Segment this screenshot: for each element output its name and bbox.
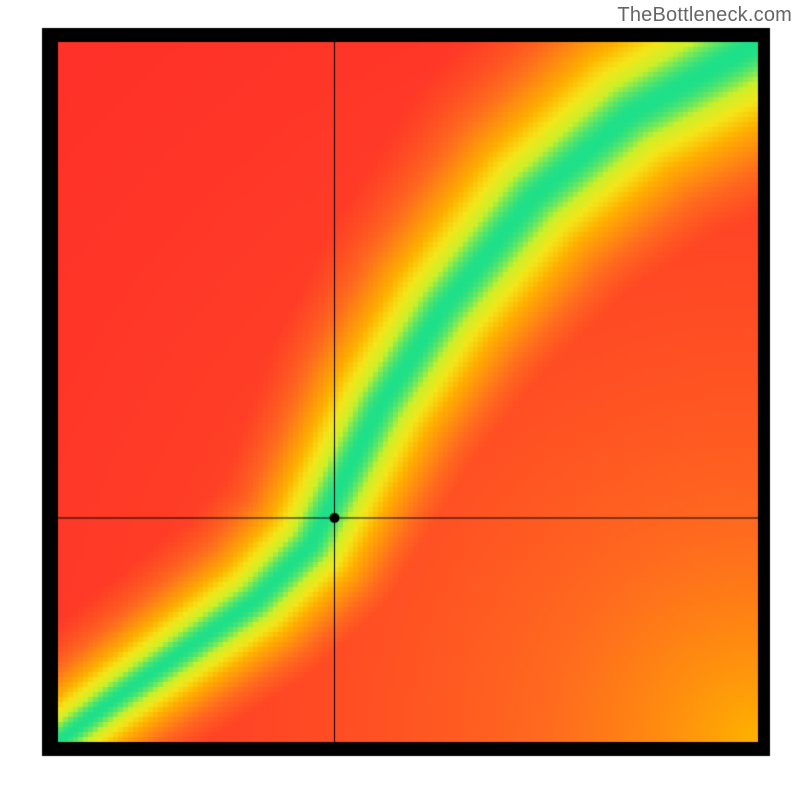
chart-container: TheBottleneck.com xyxy=(0,0,800,800)
bottleneck-heatmap xyxy=(0,0,800,800)
watermark-text: TheBottleneck.com xyxy=(617,4,792,27)
